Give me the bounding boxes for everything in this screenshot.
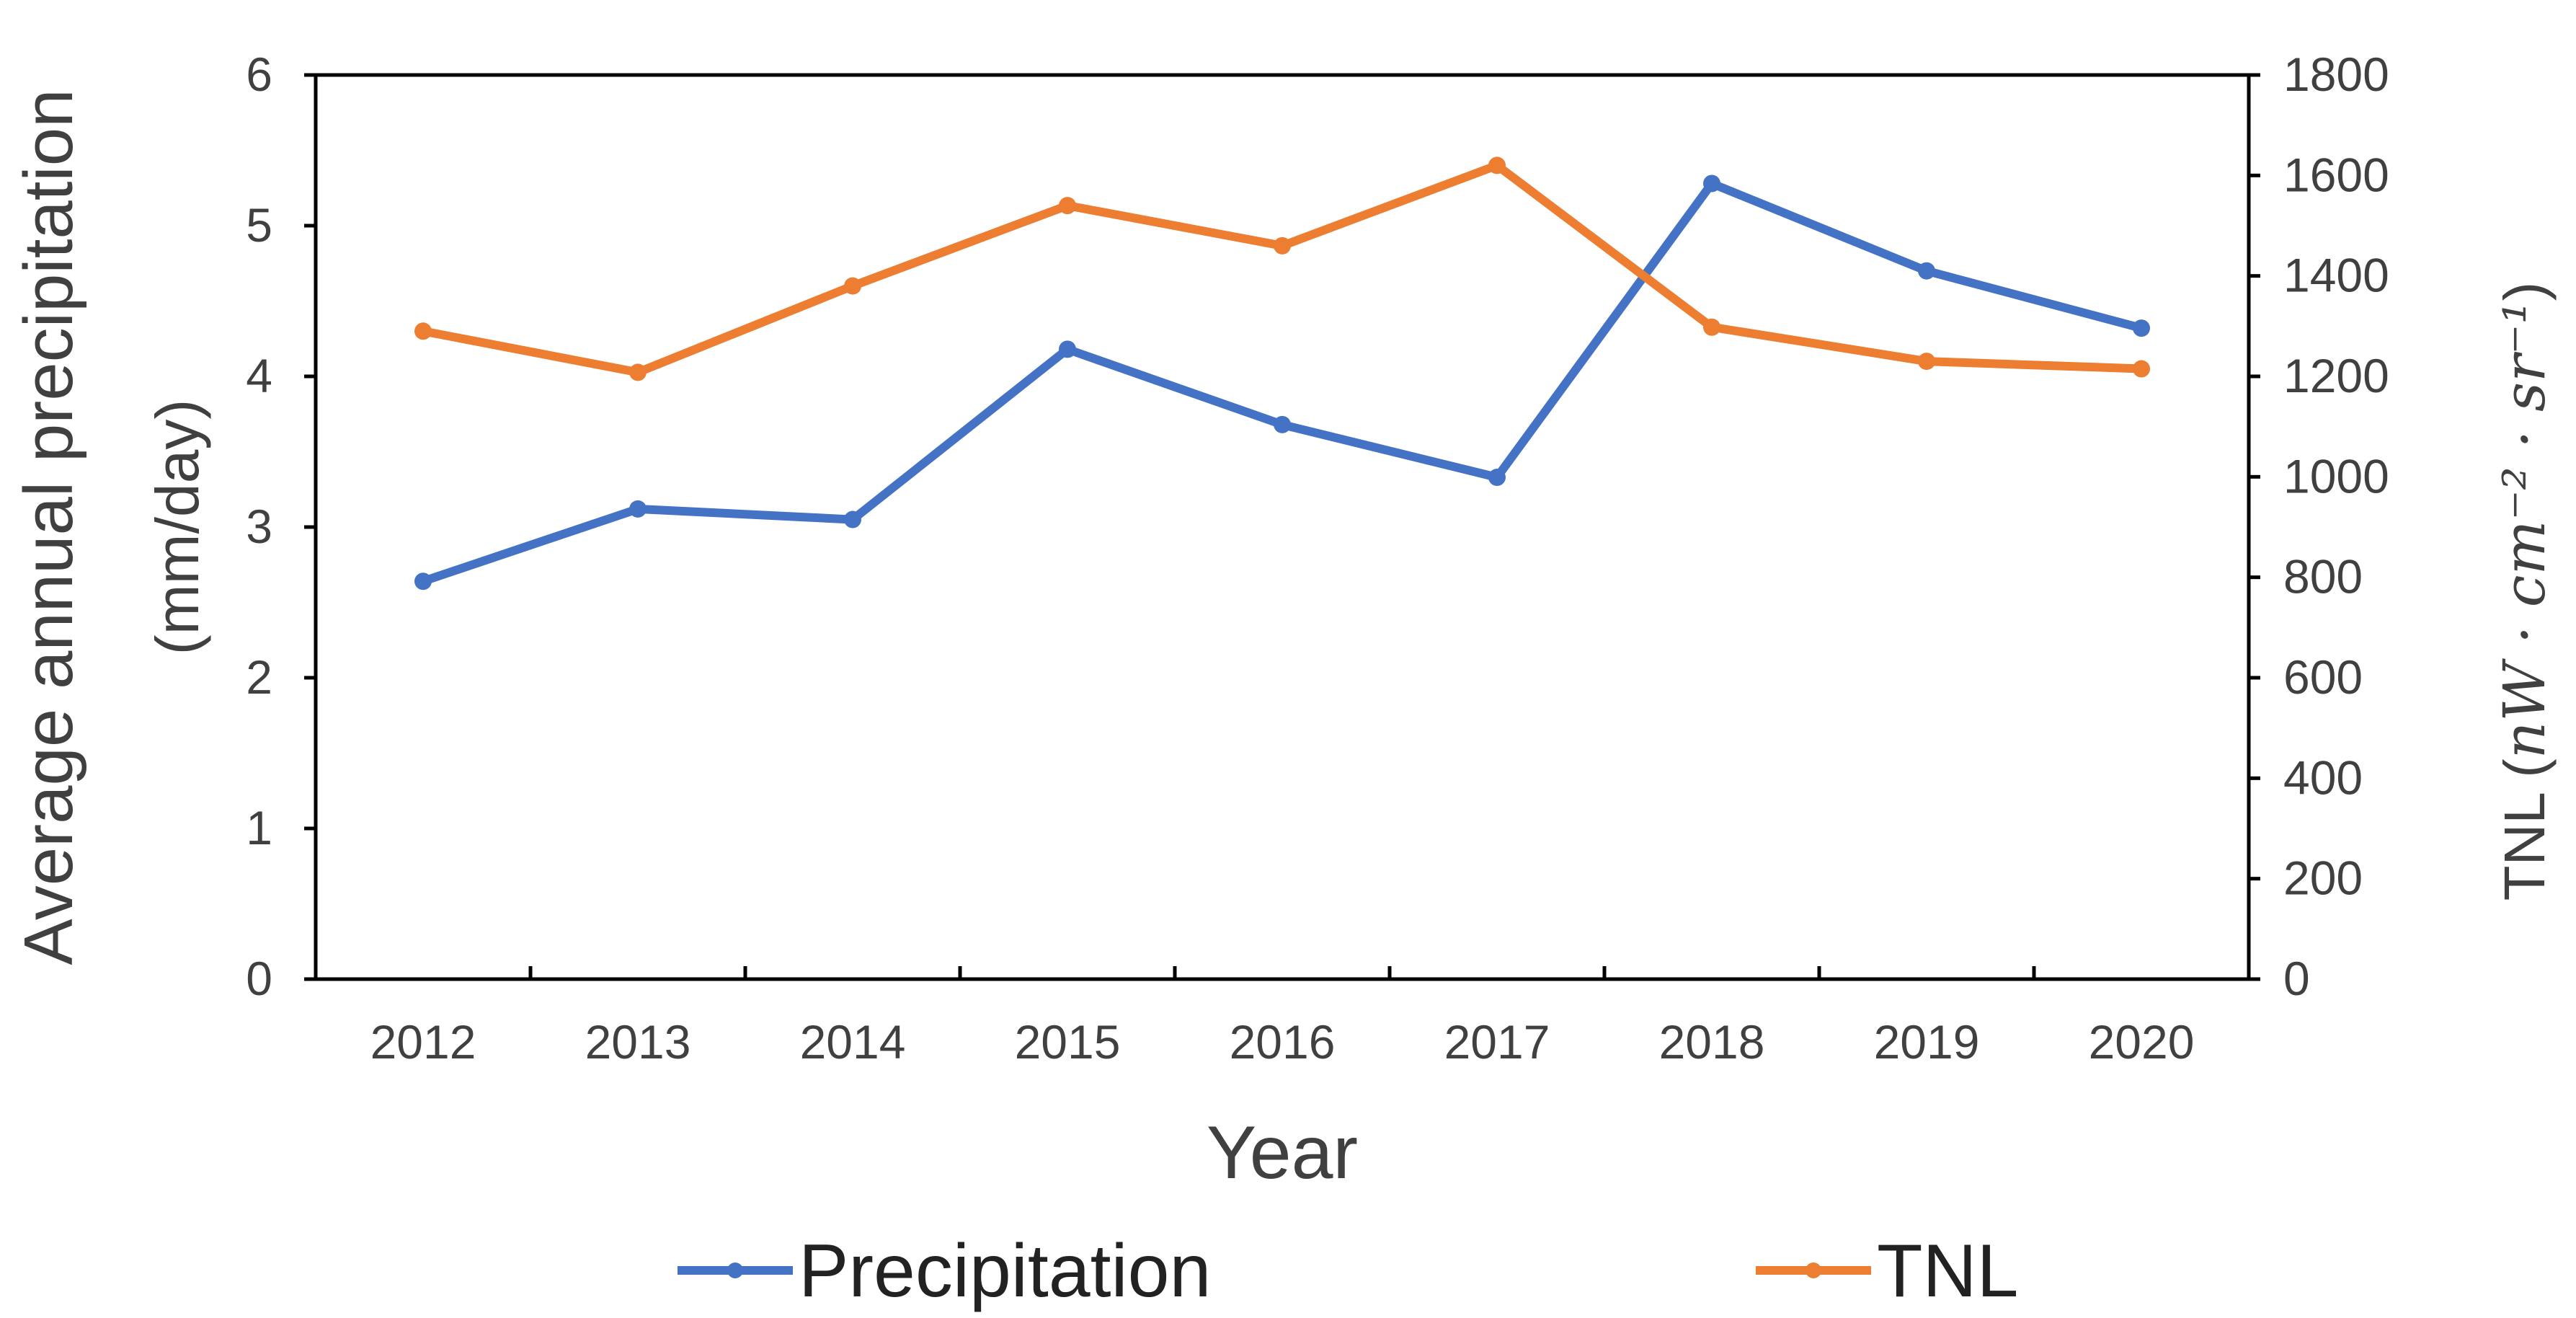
y-left-axis-ticks: 0 1 2 3 4 5 6	[246, 48, 316, 1005]
data-point-tnl-2014	[844, 277, 861, 295]
y-right-axis-ticks: 0 200 400 600 800 1000 1200 1400 1600 1800	[2249, 48, 2389, 1005]
legend-label-precipitation: Precipitation	[799, 1229, 1211, 1313]
y-right-tick-label-800: 800	[2283, 550, 2363, 603]
y-right-axis-title-suffix: )	[2492, 282, 2557, 301]
y-right-tick-label-0: 0	[2283, 952, 2310, 1005]
data-point-tnl-2013	[629, 363, 647, 381]
y-right-axis-title: TNL (nW · cm⁻² · sr⁻¹)	[2491, 282, 2558, 901]
y-left-tick-label-2: 2	[246, 650, 272, 704]
data-point-precipitation-2018	[1703, 174, 1720, 193]
x-tick-label-2015: 2015	[1015, 1015, 1121, 1069]
series-line-tnl	[419, 161, 2146, 377]
x-tick-label-2014: 2014	[800, 1015, 906, 1069]
y-right-tick-label-1000: 1000	[2283, 449, 2389, 503]
x-tick-label-2016: 2016	[1230, 1015, 1336, 1069]
data-point-precipitation-2016	[1274, 415, 1291, 433]
y-right-tick-label-1400: 1400	[2283, 249, 2389, 302]
y-left-axis-unit: (mm/day)	[143, 399, 211, 655]
data-point-precipitation-2013	[629, 500, 647, 518]
y-right-axis-title-prefix: TNL (	[2492, 758, 2557, 901]
legend-label-tnl: TNL	[1877, 1229, 2018, 1313]
y-left-axis-title: Average annual precipitation	[10, 89, 87, 965]
y-left-tick-label-0: 0	[246, 952, 272, 1005]
data-point-tnl-2012	[414, 322, 432, 340]
y-right-tick-label-1200: 1200	[2283, 349, 2389, 402]
legend-marker-precipitation	[727, 1262, 743, 1278]
legend-marker-tnl	[1806, 1262, 1821, 1278]
x-axis-title: Year	[1207, 1111, 1358, 1195]
series-layer	[414, 156, 2150, 591]
data-point-precipitation-2014	[844, 510, 861, 528]
data-point-tnl-2018	[1703, 318, 1720, 336]
data-point-tnl-2015	[1059, 197, 1076, 215]
y-right-tick-label-400: 400	[2283, 751, 2363, 804]
legend-item-precipitation: Precipitation	[678, 1229, 1211, 1313]
y-left-tick-label-3: 3	[246, 500, 272, 553]
y-right-tick-label-1800: 1800	[2283, 48, 2389, 101]
x-tick-label-2020: 2020	[2089, 1015, 2195, 1069]
x-tick-label-2018: 2018	[1659, 1015, 1765, 1069]
data-point-precipitation-2019	[1918, 262, 1935, 280]
y-left-tick-label-6: 6	[246, 48, 272, 101]
x-tick-label-2017: 2017	[1444, 1015, 1550, 1069]
data-point-tnl-2020	[2133, 360, 2150, 378]
x-axis-ticks: 2012 2013 2014 2015 2016 2017 2018 2019 2020	[370, 966, 2195, 1069]
data-point-precipitation-2015	[1059, 340, 1076, 358]
legend-item-tnl: TNL	[1756, 1229, 2018, 1313]
y-right-axis-title-unit: nW · cm⁻² · sr⁻¹	[2491, 301, 2558, 758]
y-right-tick-label-200: 200	[2283, 852, 2363, 905]
x-tick-label-2012: 2012	[370, 1015, 476, 1069]
plot-area-frame	[314, 73, 2251, 981]
data-point-tnl-2017	[1488, 156, 1506, 174]
y-left-tick-label-4: 4	[246, 349, 272, 402]
y-right-tick-label-600: 600	[2283, 650, 2363, 704]
x-tick-label-2019: 2019	[1874, 1015, 1980, 1069]
legend: Precipitation TNL	[678, 1229, 2018, 1313]
data-point-tnl-2016	[1274, 236, 1291, 255]
y-left-tick-label-1: 1	[246, 801, 272, 854]
data-point-precipitation-2017	[1488, 469, 1506, 487]
y-right-tick-label-1600: 1600	[2283, 148, 2389, 201]
data-point-tnl-2019	[1918, 353, 1935, 371]
x-tick-label-2013: 2013	[585, 1015, 691, 1069]
y-left-tick-label-5: 5	[246, 198, 272, 252]
data-point-precipitation-2020	[2133, 319, 2150, 337]
data-point-precipitation-2012	[414, 572, 432, 591]
